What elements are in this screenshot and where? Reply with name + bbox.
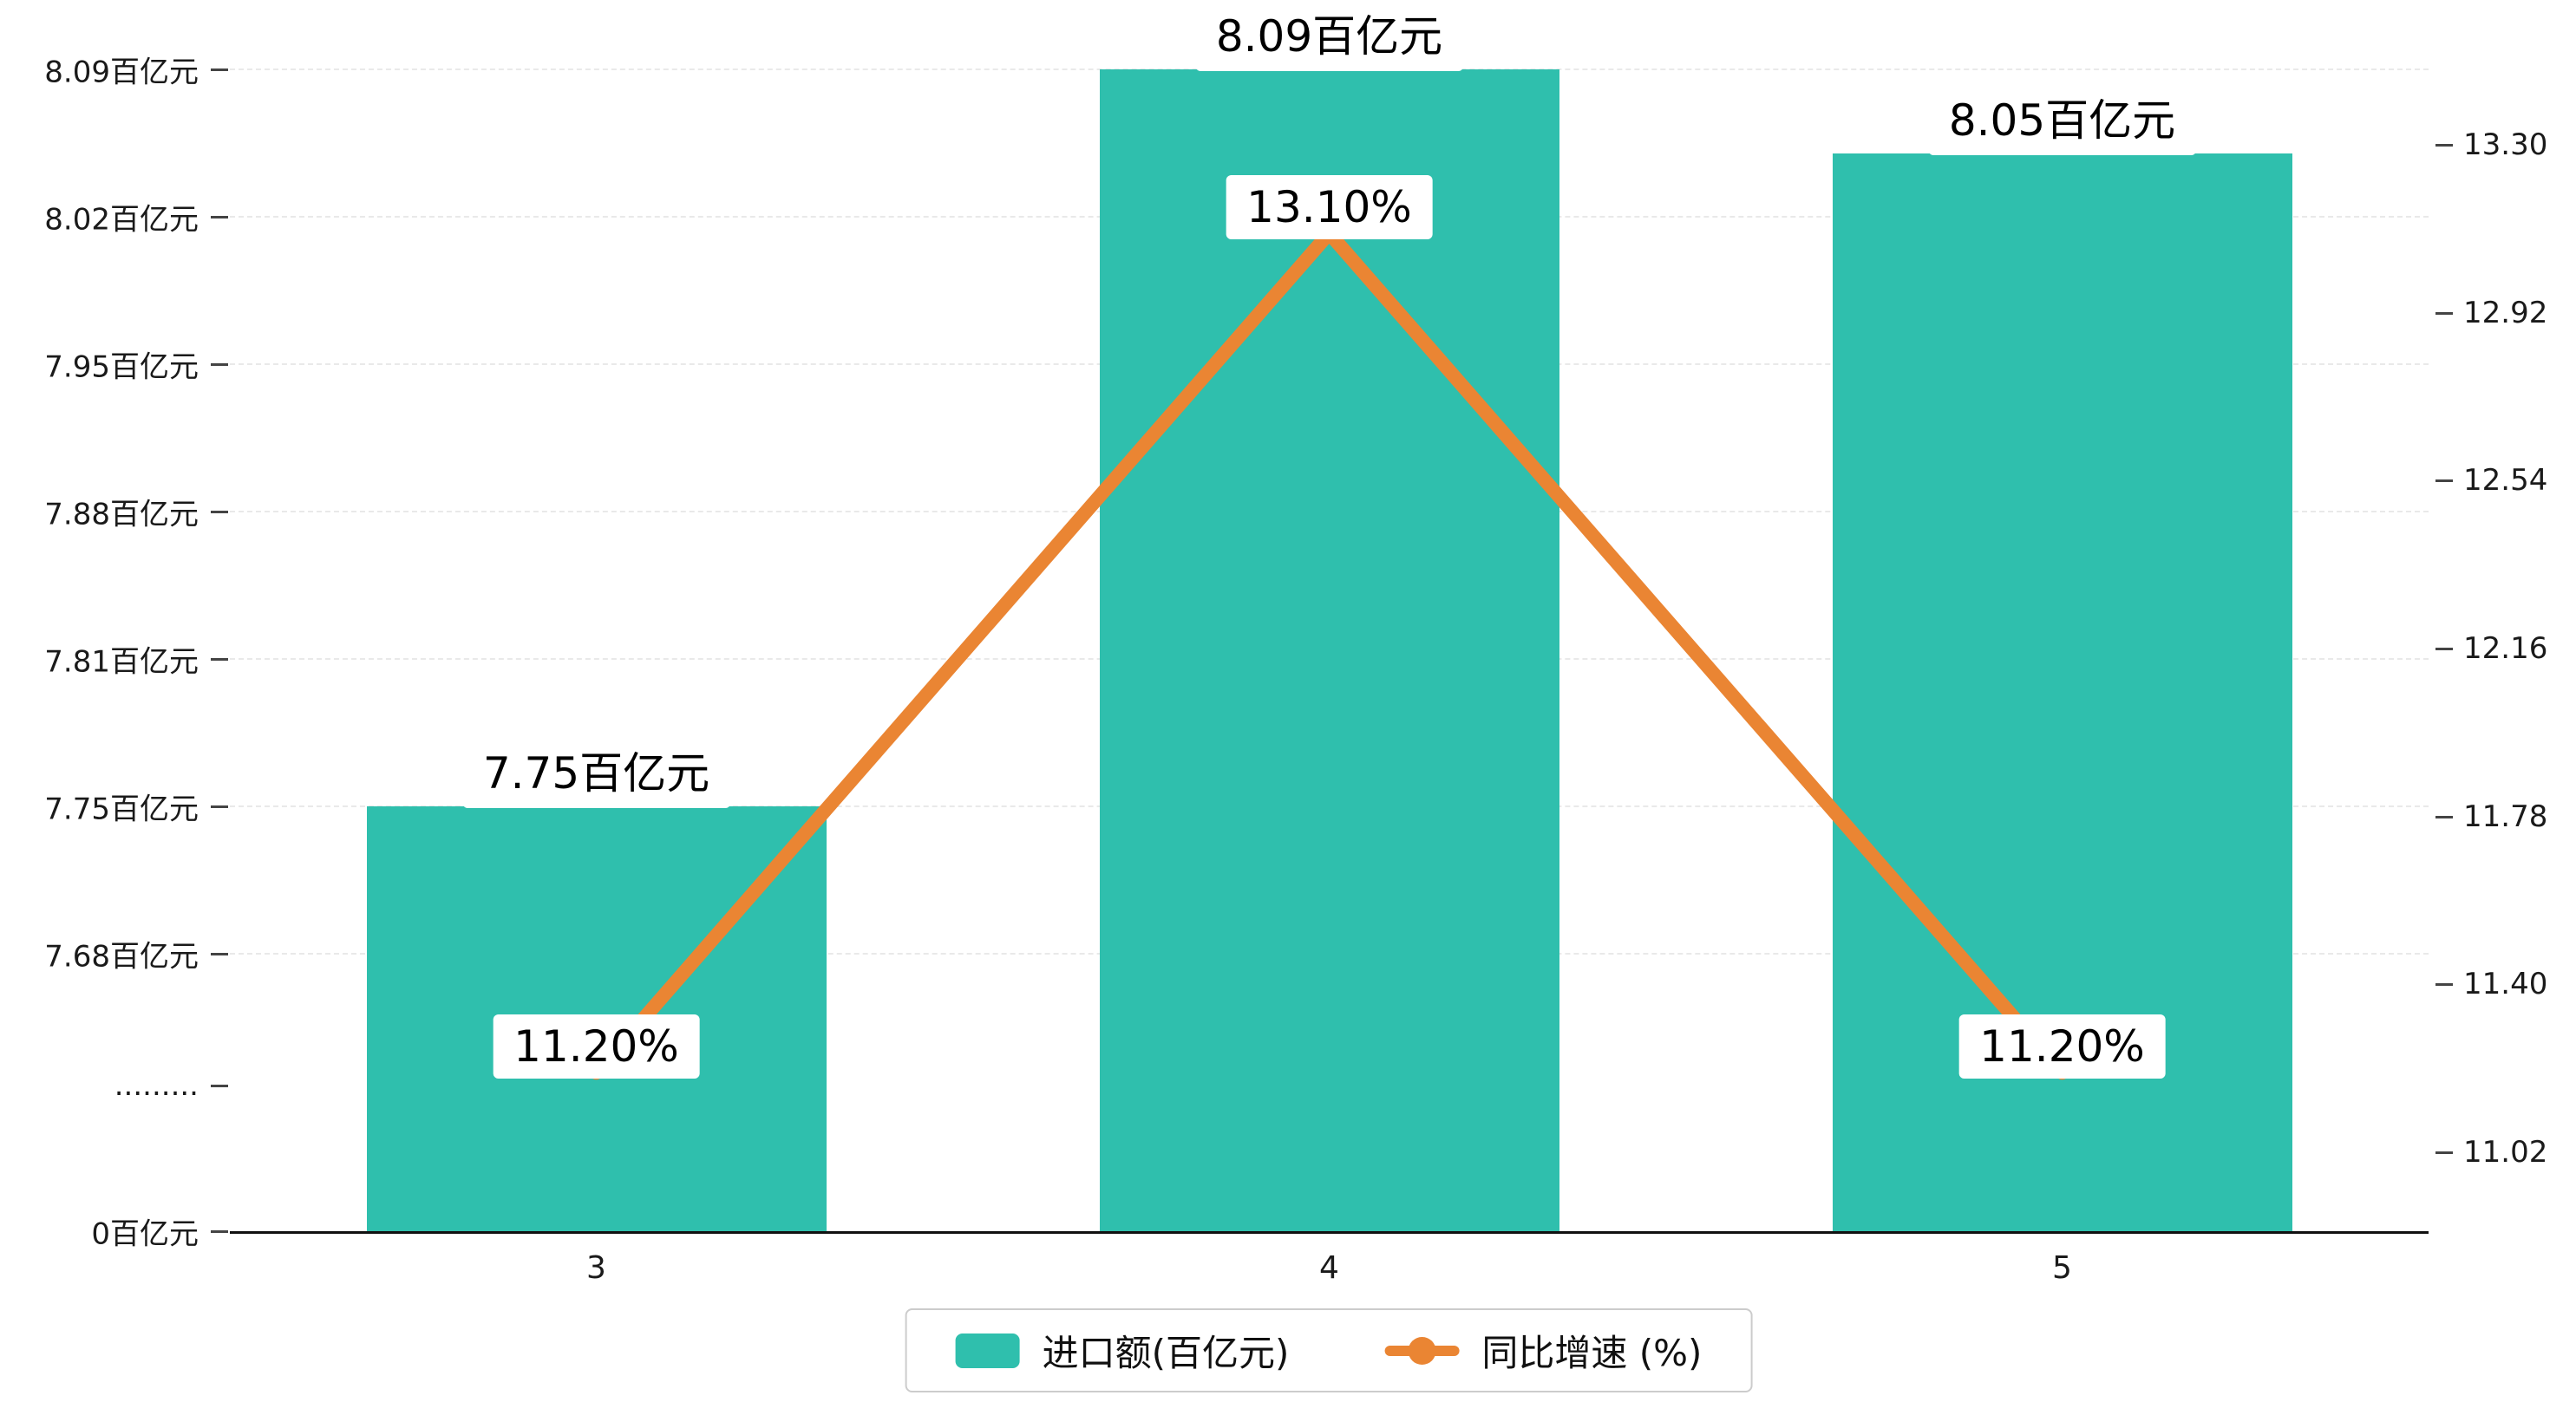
left-axis-tick-icon (211, 68, 228, 71)
left-axis-tick-label: 7.81百亿元 (44, 644, 199, 680)
bar-value-label: 8.09百亿元 (1194, 0, 1464, 71)
line-series-dot-icon (1408, 1336, 1436, 1365)
line-value-label: 11.20% (1958, 1014, 2166, 1079)
bar-month-4 (1099, 69, 1559, 1231)
right-axis-tick-label: 12.54 (2463, 463, 2548, 499)
legend-label-growth-rate: 同比增速 (%) (1481, 1332, 1703, 1374)
right-axis-tick-label: 12.16 (2463, 631, 2548, 666)
left-axis-tick-label: 7.68百亿元 (44, 939, 199, 975)
right-axis-tick-label: 12.92 (2463, 295, 2548, 330)
right-axis-tick-icon (2435, 311, 2453, 315)
x-axis-tick-label: 5 (2052, 1250, 2072, 1286)
left-axis-tick-icon (211, 805, 228, 808)
right-axis-tick-icon (2435, 479, 2453, 483)
left-axis-tick-icon (211, 216, 228, 218)
right-axis-tick-icon (2435, 983, 2453, 987)
right-axis-tick-label: 13.30 (2463, 127, 2548, 162)
left-axis-tick-icon (211, 511, 228, 513)
right-axis-tick-icon (2435, 1151, 2453, 1154)
x-axis-line (230, 1231, 2429, 1234)
line-value-label: 11.20% (493, 1014, 700, 1079)
right-axis-tick-label: 11.78 (2463, 799, 2548, 834)
right-axis-tick-label: 11.02 (2463, 1135, 2548, 1170)
left-axis-tick-icon (211, 1230, 228, 1233)
bar-value-label: 7.75百亿元 (461, 732, 731, 808)
left-axis-tick-icon (211, 953, 228, 955)
left-axis-tick-label: 7.75百亿元 (44, 792, 199, 827)
line-value-label: 13.10% (1226, 174, 1433, 239)
legend-label-import-value: 进口额(百亿元) (1042, 1332, 1290, 1374)
right-axis-tick-icon (2435, 648, 2453, 650)
legend-item-import-value[interactable]: 进口额(百亿元) (955, 1324, 1290, 1377)
left-axis-tick-label: ......... (114, 1068, 199, 1103)
left-axis-tick-label: 7.95百亿元 (44, 349, 199, 385)
left-axis-tick-icon (211, 363, 228, 366)
x-axis-tick-label: 3 (586, 1250, 606, 1286)
right-axis-tick-icon (2435, 815, 2453, 818)
left-axis-tick-label: 8.02百亿元 (44, 202, 199, 238)
bar-value-label: 8.05百亿元 (1927, 79, 2197, 156)
left-axis-tick-label: 8.09百亿元 (44, 55, 199, 90)
left-axis-tick-icon (211, 1085, 228, 1087)
left-axis-tick-icon (211, 658, 228, 661)
x-axis-tick-label: 4 (1319, 1250, 1339, 1286)
line-series-swatch (1384, 1336, 1460, 1365)
left-axis-tick-label: 0百亿元 (91, 1216, 199, 1252)
legend: 进口额(百亿元) 同比增速 (%) (905, 1308, 1753, 1392)
bar-series-swatch (955, 1333, 1020, 1368)
right-axis-tick-icon (2435, 144, 2453, 147)
right-axis-tick-label: 11.40 (2463, 967, 2548, 1002)
legend-item-growth-rate[interactable]: 同比增速 (%) (1384, 1324, 1702, 1377)
left-axis-tick-label: 7.88百亿元 (44, 497, 199, 532)
